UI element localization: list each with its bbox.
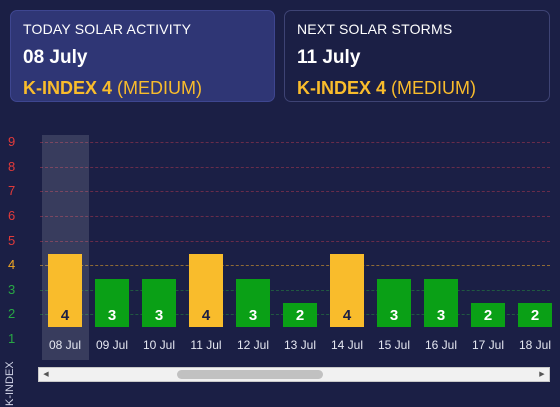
bar-value-label: 3 (107, 307, 117, 324)
y-tick-label: 2 (8, 306, 16, 322)
gridline (40, 215, 550, 217)
bar-09-jul[interactable]: 3 (95, 278, 129, 327)
bar-16-jul[interactable]: 3 (424, 278, 458, 327)
x-tick-label: 16 Jul (424, 338, 458, 352)
x-tick-label: 08 Jul (48, 338, 82, 352)
gridline (40, 166, 550, 168)
x-tick-label: 12 Jul (236, 338, 270, 352)
bar-value-label: 3 (248, 307, 258, 324)
x-tick-label: 15 Jul (377, 338, 411, 352)
y-tick-label: 1 (8, 331, 16, 346)
x-tick-label: 14 Jul (330, 338, 364, 352)
today-card-kindex: K-INDEX 4 (MEDIUM) (23, 76, 262, 100)
scroll-left-arrow-icon[interactable]: ◀ (43, 371, 49, 378)
today-solar-activity-card: TODAY SOLAR ACTIVITY 08 July K-INDEX 4 (… (10, 10, 275, 102)
bar-14-jul[interactable]: 4 (330, 254, 364, 327)
x-tick-label: 11 Jul (190, 338, 222, 352)
bar-value-label: 4 (342, 307, 352, 324)
bar-12-jul[interactable]: 3 (236, 278, 270, 327)
gridline (40, 289, 550, 291)
bar-11-jul[interactable]: 4 (189, 254, 223, 327)
y-tick-label: 5 (8, 232, 16, 248)
y-tick-label: 6 (8, 207, 16, 223)
gridline (40, 265, 550, 267)
chart-horizontal-scrollbar[interactable]: ◀ ▶ (38, 367, 550, 382)
bar-08-jul[interactable]: 4 (48, 254, 82, 327)
next-card-title: NEXT SOLAR STORMS (297, 21, 453, 37)
scrollbar-thumb[interactable] (177, 370, 323, 379)
next-card-date: 11 July (297, 47, 361, 68)
x-tick-label: 09 Jul (95, 338, 129, 352)
bar-13-jul[interactable]: 2 (283, 303, 317, 327)
gridline (40, 240, 550, 242)
x-tick-label: 10 Jul (142, 338, 176, 352)
y-tick-label: 9 (8, 134, 16, 149)
gridline (40, 191, 550, 193)
bar-value-label: 2 (483, 307, 493, 324)
x-tick-label: 18 Jul (518, 338, 552, 352)
bar-value-label: 4 (60, 307, 70, 324)
bar-value-label: 3 (389, 307, 399, 324)
bar-value-label: 2 (295, 307, 305, 324)
y-tick-label: 8 (8, 158, 16, 174)
bar-18-jul[interactable]: 2 (518, 303, 552, 327)
bar-10-jul[interactable]: 3 (142, 278, 176, 327)
bar-value-label: 2 (530, 307, 540, 324)
today-kindex-level: (MEDIUM) (117, 78, 203, 98)
y-axis-title: K-INDEX (4, 361, 16, 406)
bar-value-label: 3 (154, 307, 164, 324)
today-card-date: 08 July (23, 47, 88, 68)
next-kindex-level: (MEDIUM) (391, 78, 477, 98)
kindex-bar-chart: 4 08 Jul 3 09 Jul 3 10 Jul 4 11 Jul 3 12 Jul 2 13 J… (40, 130, 560, 360)
y-tick-label: 3 (8, 281, 16, 297)
scroll-right-arrow-icon[interactable]: ▶ (539, 371, 545, 378)
next-solar-storms-card: NEXT SOLAR STORMS 11 July K-INDEX 4 (MED… (284, 10, 550, 102)
y-tick-label: 7 (8, 183, 16, 199)
next-card-kindex: K-INDEX 4 (MEDIUM) (297, 76, 537, 100)
next-kindex-value: K-INDEX 4 (297, 78, 387, 98)
gridline (40, 142, 550, 143)
x-tick-label: 13 Jul (283, 338, 317, 352)
today-kindex-value: K-INDEX 4 (23, 78, 113, 98)
bar-17-jul[interactable]: 2 (471, 303, 505, 327)
x-tick-label: 17 Jul (471, 338, 505, 352)
today-card-title: TODAY SOLAR ACTIVITY (23, 21, 192, 37)
bar-value-label: 3 (436, 307, 446, 324)
bar-15-jul[interactable]: 3 (377, 278, 411, 327)
y-tick-label: 4 (8, 257, 16, 273)
bar-value-label: 4 (201, 307, 211, 324)
